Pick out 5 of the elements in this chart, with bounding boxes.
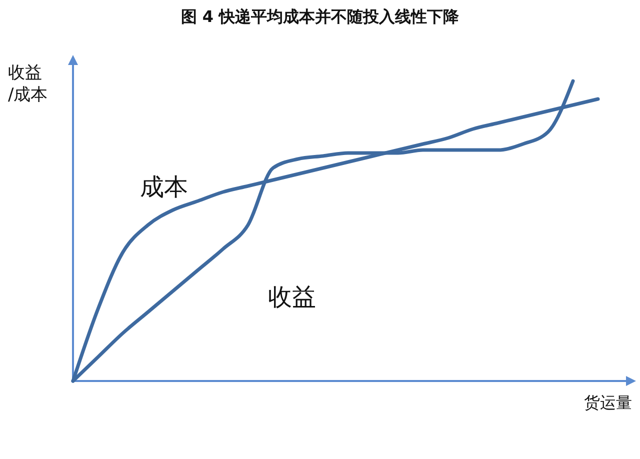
text: 收益 <box>268 285 316 311</box>
series-label: 成本 <box>140 175 188 201</box>
y-axis-title: 收益/成本 <box>8 63 48 105</box>
chart-title: 图 4 快递平均成本并不随投入线性下降 <box>180 7 460 26</box>
x-axis-title: 货运量 <box>584 393 632 412</box>
